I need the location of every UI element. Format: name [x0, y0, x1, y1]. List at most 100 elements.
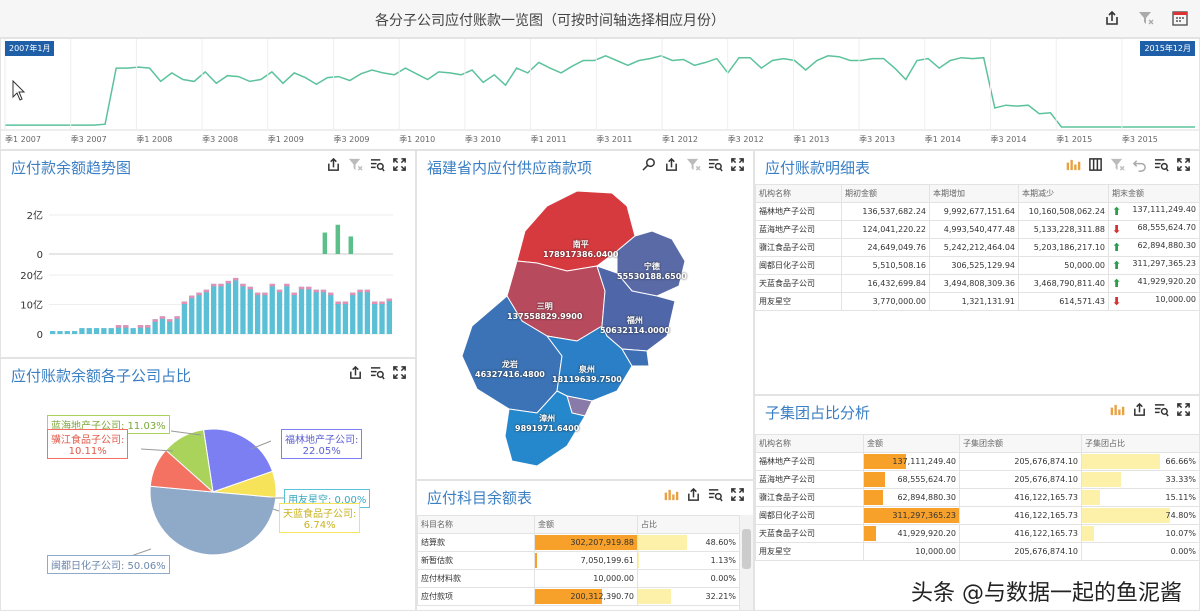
table-row[interactable]: 用友星空 3,770,000.00 1,321,131.91 614,571.43 ⬇ 1… [755, 292, 1199, 311]
pie-slice[interactable] [203, 428, 274, 493]
trend-top-bar [348, 236, 354, 254]
drill-icon[interactable] [708, 157, 723, 172]
timeline-chart[interactable]: 季1 2007 季3 2007 季1 2008 季3 2008 季1 2009 季3 20… [1, 39, 1199, 149]
trend-bottom-bar-top [203, 289, 210, 293]
cell-value: 15.11% [1165, 493, 1196, 502]
fullscreen-icon[interactable] [1176, 402, 1191, 417]
bar-chart-icon[interactable] [1066, 157, 1081, 172]
columns-icon[interactable] [1088, 157, 1103, 172]
pct-cell: 66.66% [1081, 452, 1199, 471]
drill-icon[interactable] [1154, 402, 1169, 417]
data-bar [864, 472, 885, 487]
clear-filter-icon[interactable] [1138, 10, 1154, 30]
table-cell: 16,432,699.84 [841, 274, 930, 293]
group-panel: 子集团占比分析 机构名称 金额 子集团余额 子集团占比 福林地产子公司 137,1… [754, 395, 1200, 611]
column-header[interactable]: 本期减少 [1018, 184, 1109, 203]
table-cell: 新暂估款 [417, 551, 535, 570]
fullscreen-icon[interactable] [730, 157, 745, 172]
column-header[interactable]: 本期增加 [929, 184, 1019, 203]
drill-icon[interactable] [708, 487, 723, 502]
table-cell: ⬆ 41,929,920.20 [1108, 274, 1199, 293]
export-icon[interactable] [1132, 402, 1147, 417]
trend-bottom-bar [357, 289, 363, 334]
table-row[interactable]: 新暂估款 7,050,199.61 1.13% [417, 551, 740, 570]
clear-filter-icon[interactable] [348, 157, 363, 172]
timeline-tick-label: 季1 2007 [5, 134, 41, 144]
bar-chart-icon[interactable] [1110, 402, 1125, 417]
fujian-map[interactable] [417, 151, 753, 479]
table-row[interactable]: 天蓝食品子公司 41,929,920.20 416,122,165.73 10.07% [755, 524, 1199, 543]
fullscreen-icon[interactable] [392, 365, 407, 380]
trend-bottom-bar-top [189, 295, 195, 299]
drill-icon[interactable] [370, 157, 385, 172]
data-bar [864, 508, 959, 523]
data-bar [1082, 472, 1121, 487]
map-region-zhangzhou[interactable] [504, 390, 586, 467]
data-bar [535, 535, 637, 550]
table-row[interactable]: 闽都日化子公司 5,510,508.16 306,525,129.94 50,000.… [755, 256, 1199, 275]
table-row[interactable]: 结算款 302,207,919.88 48.60% [417, 533, 740, 552]
table-cell: 5,133,228,311.88 [1018, 220, 1109, 239]
clear-filter-icon[interactable] [686, 157, 701, 172]
export-icon[interactable] [1104, 10, 1120, 30]
undo-icon[interactable] [1132, 157, 1147, 172]
map-label-fuzhou: 福州 50632114.0000 [600, 316, 670, 335]
column-header[interactable]: 科目名称 [417, 515, 535, 534]
map-region-quanzhou[interactable] [545, 325, 633, 402]
table-row[interactable]: 天蓝食品子公司 16,432,699.84 3,494,808,309.36 3,46… [755, 274, 1199, 293]
search-icon[interactable] [642, 157, 657, 172]
export-icon[interactable] [686, 487, 701, 502]
table-row[interactable]: 蓝海地产子公司 68,555,624.70 205,676,874.10 33.33% [755, 470, 1199, 489]
column-header[interactable]: 期末金额 [1108, 184, 1199, 203]
table-cell: 205,676,874.10 [959, 542, 1082, 561]
table-row[interactable]: 应付款项 200,312,390.70 32.21% [417, 587, 740, 606]
fullscreen-icon[interactable] [730, 487, 745, 502]
table-row[interactable]: 骥江食品子公司 24,649,049.76 5,242,212,464.04 5,20… [755, 238, 1199, 257]
panel-title: 应付账款明细表 [765, 159, 871, 177]
column-header[interactable]: 占比 [637, 515, 740, 534]
column-header[interactable]: 金额 [534, 515, 638, 534]
clear-filter-icon[interactable] [1110, 157, 1125, 172]
trend-bottom-bar [123, 325, 129, 334]
scrollbar[interactable] [739, 515, 753, 610]
fullscreen-icon[interactable] [1176, 157, 1191, 172]
fullscreen-icon[interactable] [392, 157, 407, 172]
column-header[interactable]: 机构名称 [755, 434, 864, 453]
end-amount: 137,111,249.40 [1132, 205, 1196, 214]
column-header[interactable]: 机构名称 [755, 184, 842, 203]
table-cell: 用友星空 [755, 292, 842, 311]
trend-bottom-bar-top [269, 283, 275, 287]
scrollbar-thumb[interactable] [742, 529, 751, 569]
table-row[interactable]: 福林地产子公司 137,111,249.40 205,676,874.10 66.66… [755, 452, 1199, 471]
end-amount: 10,000.00 [1155, 295, 1196, 304]
table-row[interactable]: 闽都日化子公司 311,297,365.23 416,122,165.73 74.80… [755, 506, 1199, 525]
table-header-row: 机构名称 期初金额 本期增加 本期减少 期末金额 [755, 184, 1199, 203]
column-header[interactable]: 子集团余额 [959, 434, 1082, 453]
header-bar: 各分子公司应付账款一览图（可按时间轴选择相应月份） [0, 0, 1200, 38]
calendar-icon[interactable] [1172, 10, 1188, 30]
timeline-panel[interactable]: 季1 2007 季3 2007 季1 2008 季3 2008 季1 2009 季3 20… [0, 38, 1200, 150]
trend-bottom-bar [276, 289, 283, 334]
table-row[interactable]: 骥江食品子公司 62,894,880.30 416,122,165.73 15.11% [755, 488, 1199, 507]
bar-chart-icon[interactable] [664, 487, 679, 502]
column-header[interactable]: 期初金额 [841, 184, 930, 203]
pie-slice[interactable] [149, 485, 277, 556]
table-row[interactable]: 福林地产子公司 136,537,682.24 9,992,677,151.64 10,… [755, 202, 1199, 221]
timeline-start-tag[interactable]: 2007年1月 [5, 41, 55, 56]
drill-icon[interactable] [1154, 157, 1169, 172]
column-header[interactable]: 金额 [863, 434, 960, 453]
panel-toolbar [642, 157, 745, 172]
export-icon[interactable] [664, 157, 679, 172]
map-region-fuzhou[interactable] [596, 265, 676, 352]
table-row[interactable]: 蓝海地产子公司 124,041,220.22 4,993,540,477.48 5,1… [755, 220, 1199, 239]
timeline-end-tag[interactable]: 2015年12月 [1140, 41, 1195, 56]
export-icon[interactable] [348, 365, 363, 380]
table-row[interactable]: 用友星空 10,000.00 205,676,874.10 0.00% [755, 542, 1199, 561]
drill-icon[interactable] [370, 365, 385, 380]
table-header-row: 科目名称 金额 占比 [417, 515, 740, 534]
export-icon[interactable] [326, 157, 341, 172]
column-header[interactable]: 子集团占比 [1081, 434, 1199, 453]
map-region-ningde[interactable] [616, 230, 686, 297]
arrow-down-icon: ⬇ [1112, 295, 1122, 308]
table-row[interactable]: 应付材料款 10,000.00 0.00% [417, 569, 740, 588]
